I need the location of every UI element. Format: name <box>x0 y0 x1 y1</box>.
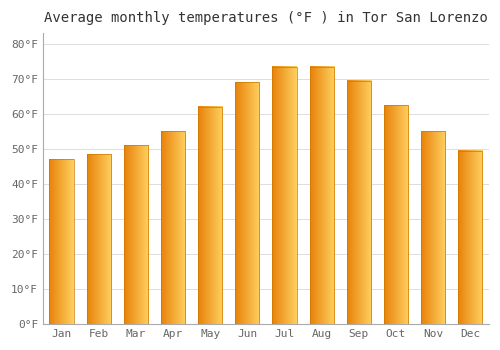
Bar <box>161 131 185 324</box>
Bar <box>458 150 482 324</box>
Bar <box>347 80 371 324</box>
Bar <box>236 82 260 324</box>
Bar <box>50 159 74 324</box>
Bar <box>421 131 445 324</box>
Bar <box>198 107 222 324</box>
Bar <box>272 66 296 324</box>
Bar <box>86 154 111 324</box>
Bar <box>124 145 148 324</box>
Bar <box>310 66 334 324</box>
Bar <box>384 105 408 324</box>
Title: Average monthly temperatures (°F ) in Tor San Lorenzo: Average monthly temperatures (°F ) in To… <box>44 11 488 25</box>
